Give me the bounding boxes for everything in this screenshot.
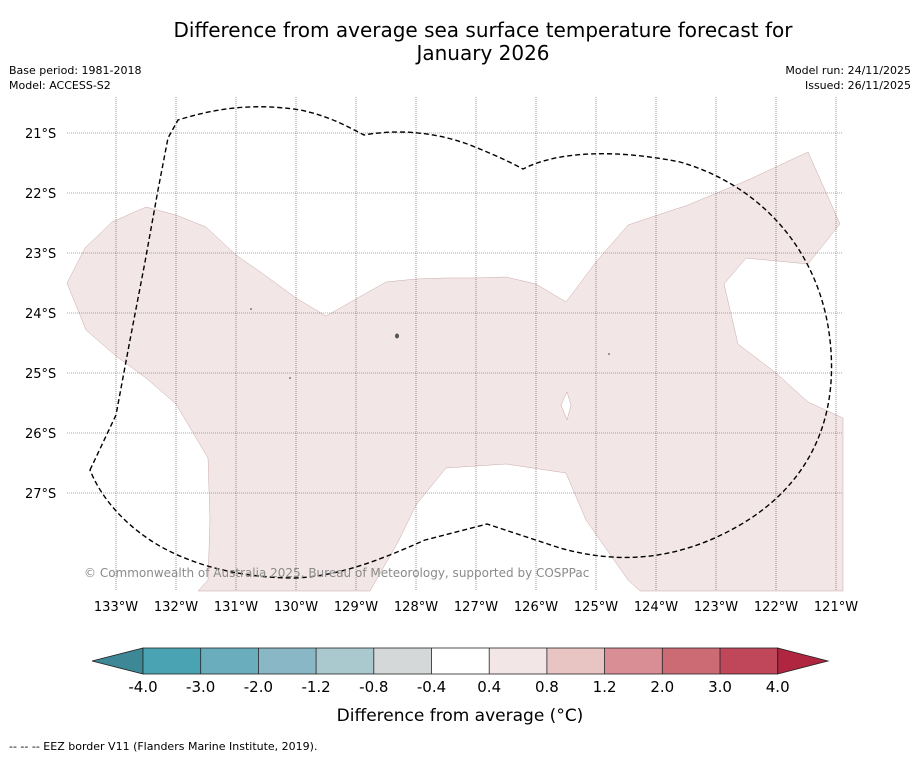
lat-label: 25°S xyxy=(25,367,56,382)
colorbar-segment xyxy=(720,648,778,674)
lon-label: 132°W xyxy=(154,600,198,615)
lon-label: 121°W xyxy=(814,600,858,615)
lat-label: 24°S xyxy=(25,307,56,322)
lat-axis-labels: 21°S 22°S 23°S 24°S 25°S 26°S 27°S xyxy=(25,127,56,502)
colorbar-segment xyxy=(546,648,605,674)
colorbar-label-text: Difference from average ( xyxy=(337,706,557,726)
colorbar-tick: 2.0 xyxy=(650,678,674,696)
island-marker xyxy=(289,377,291,379)
colorbar-tick: 0.8 xyxy=(535,678,559,696)
island-marker xyxy=(250,308,252,310)
model-run: Model run: 24/11/2025 xyxy=(785,64,911,77)
colorbar-extend-high xyxy=(777,647,830,675)
lon-label: 131°W xyxy=(214,600,258,615)
colorbar-tick: -0.4 xyxy=(417,678,446,696)
eez-footnote: -- -- -- EEZ border V11 (Flanders Marine… xyxy=(9,740,318,753)
colorbar-dividers xyxy=(200,648,721,674)
island-marker xyxy=(395,333,399,339)
issued-date: Issued: 26/11/2025 xyxy=(804,79,911,92)
colorbar-segment xyxy=(200,648,259,674)
colorbar-segment xyxy=(316,648,374,674)
colorbar: -4.0 -3.0 -2.0 -1.2 -0.8 -0.4 0.4 0.8 1.… xyxy=(91,647,830,726)
title-line-1: Difference from average sea surface temp… xyxy=(173,18,793,42)
lon-label: 125°W xyxy=(574,600,618,615)
colorbar-segment xyxy=(604,648,663,674)
copyright-text: © Commonwealth of Australia 2025, Bureau… xyxy=(84,566,589,580)
gridlines xyxy=(67,97,843,591)
meta-right: Model run: 24/11/2025 Issued: 26/11/2025 xyxy=(785,63,911,93)
colorbar-segment xyxy=(373,648,432,674)
colorbar-tick: -4.0 xyxy=(128,678,157,696)
colorbar-outline xyxy=(142,647,779,675)
meta-left: Base period: 1981-2018 Model: ACCESS-S2 xyxy=(9,63,141,93)
lon-label: 123°W xyxy=(694,600,738,615)
colorbar-tick: 4.0 xyxy=(766,678,790,696)
colorbar-segment xyxy=(258,648,317,674)
lon-label: 130°W xyxy=(274,600,318,615)
colorbar-tick: 1.2 xyxy=(593,678,617,696)
anomaly-region xyxy=(66,151,844,592)
title-line-2: January 2026 xyxy=(416,41,550,65)
island-marker xyxy=(608,353,610,355)
lon-label: 124°W xyxy=(634,600,678,615)
lat-label: 23°S xyxy=(25,247,56,262)
base-period: Base period: 1981-2018 xyxy=(9,64,142,77)
lon-label: 129°W xyxy=(334,600,378,615)
colorbar-tick: -3.0 xyxy=(186,678,215,696)
colorbar-tick: -1.2 xyxy=(301,678,330,696)
lon-label: 122°W xyxy=(754,600,798,615)
lat-label: 27°S xyxy=(25,487,56,502)
colorbar-segment xyxy=(431,648,490,674)
lat-label: 26°S xyxy=(25,427,56,442)
lon-label: 126°W xyxy=(514,600,558,615)
lat-label: 22°S xyxy=(25,187,56,202)
lon-label: 133°W xyxy=(94,600,138,615)
colorbar-extend-low xyxy=(91,647,144,675)
colorbar-ticks: -4.0 -3.0 -2.0 -1.2 -0.8 -0.4 0.4 0.8 1.… xyxy=(128,678,789,696)
lon-axis-labels: 133°W 132°W 131°W 130°W 129°W 128°W 127°… xyxy=(94,600,858,615)
chart-title: Difference from average sea surface temp… xyxy=(120,19,846,65)
colorbar-segment xyxy=(489,648,547,674)
lat-label: 21°S xyxy=(25,127,56,142)
colorbar-segment xyxy=(662,648,720,674)
colorbar-tick: 0.4 xyxy=(477,678,501,696)
colorbar-tick: -2.0 xyxy=(244,678,273,696)
lon-label: 127°W xyxy=(454,600,498,615)
colorbar-tick: 3.0 xyxy=(708,678,732,696)
colorbar-label-unit: °C) xyxy=(556,706,583,726)
model-name: Model: ACCESS-S2 xyxy=(9,79,111,92)
colorbar-label: Difference from average (°C) xyxy=(337,706,584,726)
anomaly-hole xyxy=(560,391,572,421)
colorbar-segment xyxy=(143,648,201,674)
lon-label: 128°W xyxy=(394,600,438,615)
eez-border xyxy=(89,106,833,579)
map-panel: © Commonwealth of Australia 2025, Bureau… xyxy=(66,97,844,592)
colorbar-tick: -0.8 xyxy=(359,678,388,696)
